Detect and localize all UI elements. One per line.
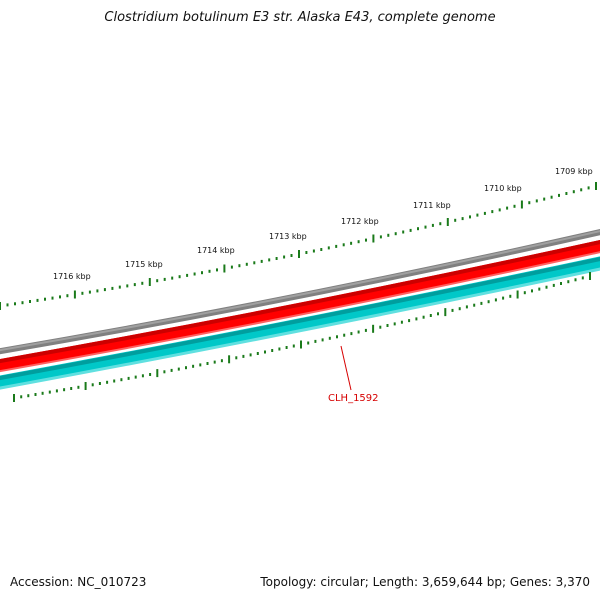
kbp-label-1716: 1716 kbp bbox=[53, 272, 91, 281]
kbp-label-1710: 1710 kbp bbox=[484, 184, 522, 193]
genome-title: Clostridium botulinum E3 str. Alaska E43… bbox=[104, 10, 496, 25]
kbp-label-1712: 1712 kbp bbox=[341, 217, 379, 226]
forward-strand-gene-edge bbox=[0, 240, 600, 364]
genome-backbone-highlight bbox=[0, 230, 600, 352]
kbp-label-1714: 1714 kbp bbox=[197, 246, 235, 255]
reverse-strand-gene-edge bbox=[0, 257, 600, 381]
kbp-label-1713: 1713 kbp bbox=[269, 232, 307, 241]
accession-text: Accession: NC_010723 bbox=[10, 575, 147, 589]
forward-strand-gene[interactable] bbox=[0, 239, 600, 372]
kbp-label-1709: 1709 kbp bbox=[555, 167, 593, 176]
gene-label-pointer bbox=[340, 345, 352, 391]
kbp-label-1711: 1711 kbp bbox=[413, 201, 451, 210]
forward-strand-gene-shade bbox=[0, 251, 600, 373]
kbp-label-group: 1709 kbp 1710 kbp 1711 kbp 1712 kbp 1713… bbox=[53, 167, 593, 281]
outer-tick-ring bbox=[0, 182, 597, 310]
inner-tick-ring bbox=[13, 272, 591, 402]
gene-label-clh-1592[interactable]: CLH_1592 bbox=[328, 393, 379, 404]
reverse-strand-gene-shade bbox=[0, 267, 600, 390]
kbp-label-1715: 1715 kbp bbox=[125, 260, 163, 269]
genome-summary-text: Topology: circular; Length: 3,659,644 bp… bbox=[260, 575, 590, 589]
reverse-strand-gene[interactable] bbox=[0, 256, 600, 389]
